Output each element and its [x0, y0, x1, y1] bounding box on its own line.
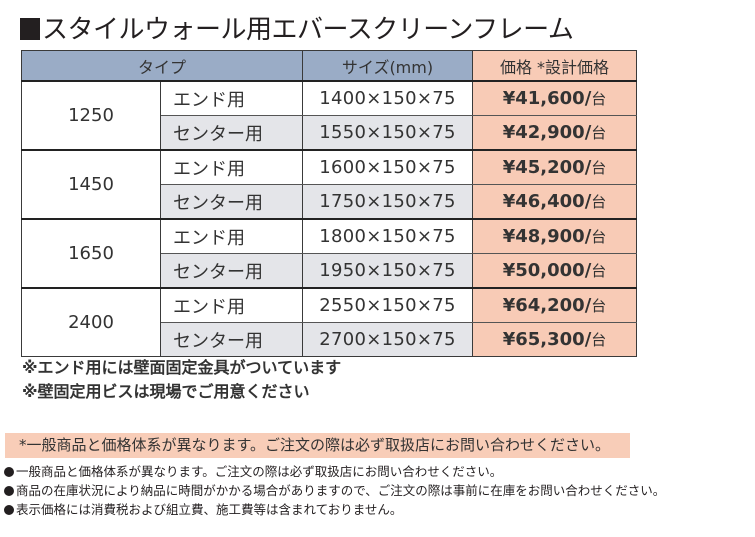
- dimensions-cell: 2700×150×75: [302, 322, 474, 357]
- price-table: タイプ サイズ(mm) 価格 *設計価格 1250 エンド用 1400×150×…: [20, 50, 638, 357]
- price-value: ¥50,000/: [502, 260, 592, 281]
- price-unit: 台: [591, 90, 607, 108]
- table-row: 1650 エンド用 1800×150×75 ¥48,900/台: [21, 218, 638, 289]
- dimensions-cell: 1950×150×75: [302, 253, 474, 289]
- size-cell: 1450: [21, 149, 161, 220]
- price-value: ¥42,900/: [502, 122, 592, 143]
- type-cell: エンド用: [159, 149, 304, 185]
- table-row: 1250 エンド用 1400×150×75 ¥41,600/台: [21, 80, 638, 151]
- price-cell: ¥45,200/台: [472, 149, 638, 185]
- disclaimer-list: 一般商品と価格体系が異なります。ご注文の際は必ず取扱店にお問い合わせください。 …: [4, 462, 665, 519]
- pricing-notice-banner: *一般商品と価格体系が異なります。ご注文の際は必ず取扱店にお問い合わせください。: [5, 433, 630, 458]
- dimensions-cell: 1400×150×75: [302, 80, 474, 116]
- price-value: ¥64,200/: [502, 295, 592, 316]
- dimensions-cell: 2550×150×75: [302, 287, 474, 323]
- price-value: ¥46,400/: [502, 191, 592, 212]
- dimensions-cell: 1600×150×75: [302, 149, 474, 185]
- type-cell: センター用: [159, 184, 304, 220]
- header-type: タイプ: [20, 50, 304, 82]
- table-notes: ※エンド用には壁面固定金具がついています ※壁固定用ビスは現場でご用意ください: [22, 356, 341, 404]
- table-row: センター用 1550×150×75 ¥42,900/台: [22, 115, 638, 151]
- type-cell: センター用: [159, 253, 304, 289]
- disclaimer-text: 商品の在庫状況により納品に時間がかかる場合がありますので、ご注文の際は事前に在庫…: [16, 483, 666, 498]
- price-cell: ¥42,900/台: [472, 115, 638, 151]
- price-unit: 台: [591, 297, 607, 315]
- type-cell: エンド用: [159, 80, 304, 116]
- dimensions-cell: 1550×150×75: [302, 115, 474, 151]
- bullet-icon: [4, 486, 14, 496]
- disclaimer-item: 商品の在庫状況により納品に時間がかかる場合がありますので、ご注文の際は事前に在庫…: [4, 481, 665, 500]
- size-cell: 1650: [21, 218, 161, 289]
- dimensions-cell: 1750×150×75: [302, 184, 474, 220]
- dimensions-cell: 1800×150×75: [302, 218, 474, 254]
- table-header-row: タイプ サイズ(mm) 価格 *設計価格: [20, 50, 638, 82]
- page-title: スタイルウォール用エバースクリーンフレーム: [20, 14, 574, 46]
- price-cell: ¥48,900/台: [472, 218, 638, 254]
- disclaimer-text: 一般商品と価格体系が異なります。ご注文の際は必ず取扱店にお問い合わせください。: [16, 464, 503, 479]
- disclaimer-item: 一般商品と価格体系が異なります。ご注文の際は必ず取扱店にお問い合わせください。: [4, 462, 665, 481]
- page-title-text: スタイルウォール用エバースクリーンフレーム: [42, 15, 574, 45]
- size-cell: 2400: [21, 287, 161, 357]
- price-unit: 台: [591, 159, 607, 177]
- price-value: ¥45,200/: [502, 157, 592, 178]
- price-value: ¥48,900/: [502, 226, 592, 247]
- type-cell: エンド用: [159, 218, 304, 254]
- price-unit: 台: [591, 124, 607, 142]
- price-unit: 台: [591, 331, 607, 349]
- table-row: 1450 エンド用 1600×150×75 ¥45,200/台: [21, 149, 638, 220]
- header-size: サイズ(mm): [302, 50, 474, 82]
- price-unit: 台: [591, 228, 607, 246]
- price-cell: ¥41,600/台: [472, 80, 638, 116]
- price-value: ¥65,300/: [502, 329, 592, 350]
- bullet-icon: [4, 505, 14, 515]
- type-cell: センター用: [159, 115, 304, 151]
- disclaimer-text: 表示価格には消費税および組立費、施工費等は含まれておりません。: [16, 502, 403, 517]
- header-price: 価格 *設計価格: [472, 50, 638, 82]
- price-cell: ¥64,200/台: [472, 287, 638, 323]
- note-line: ※壁固定用ビスは現場でご用意ください: [22, 382, 310, 401]
- type-cell: エンド用: [159, 287, 304, 323]
- table-row: 2400 エンド用 2550×150×75 ¥64,200/台: [21, 287, 638, 357]
- note-line: ※エンド用には壁面固定金具がついています: [22, 358, 342, 377]
- price-value: ¥41,600/: [502, 88, 592, 109]
- size-cell: 1250: [21, 80, 161, 151]
- bullet-icon: [4, 467, 14, 477]
- price-unit: 台: [591, 262, 607, 280]
- price-unit: 台: [591, 193, 607, 211]
- price-cell: ¥50,000/台: [472, 253, 638, 289]
- price-cell: ¥46,400/台: [472, 184, 638, 220]
- price-cell: ¥65,300/台: [472, 322, 638, 357]
- black-square-icon: [20, 18, 40, 40]
- disclaimer-item: 表示価格には消費税および組立費、施工費等は含まれておりません。: [4, 500, 665, 519]
- type-cell: センター用: [159, 322, 304, 357]
- table-row: センター用 2700×150×75 ¥65,300/台: [22, 322, 638, 357]
